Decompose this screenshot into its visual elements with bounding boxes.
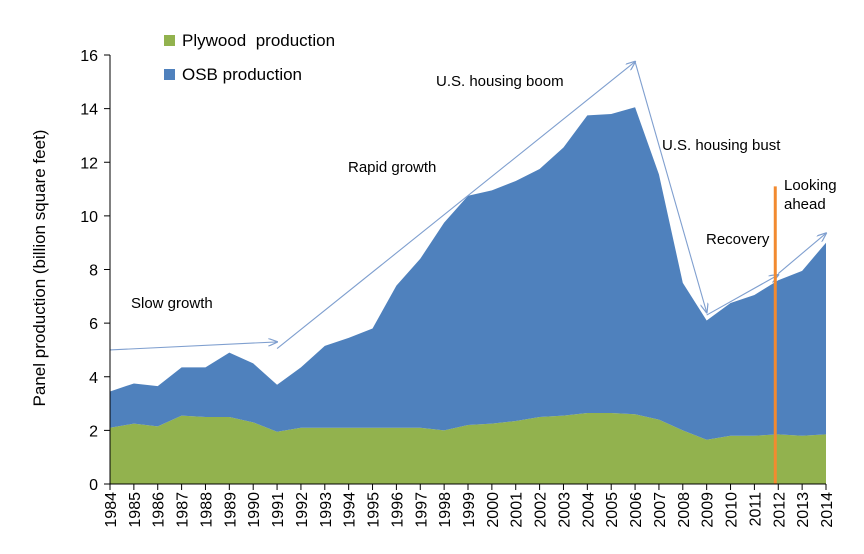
x-tick-label: 2013 [795,492,812,528]
area-osb [110,107,826,440]
legend-swatch-plywood [164,35,175,46]
plot-areas [110,107,826,484]
annotation-ahead-line-2: ahead [784,196,826,213]
annotation-bust: U.S. housing bust [662,137,781,154]
x-tick-label: 2012 [771,492,788,528]
x-tick-label: 2007 [652,492,669,528]
x-tick-label: 2010 [724,492,741,528]
y-tick-label: 12 [80,155,98,172]
legend-label-plywood: Plywood production [182,31,335,50]
x-tick-label: 1997 [413,492,430,528]
trend-arrow-5 [777,233,826,274]
x-tick-label: 2003 [556,492,573,528]
y-tick-label: 16 [80,48,98,65]
trend-arrow-4 [706,275,779,316]
trend-arrow-3 [634,61,707,313]
y-axis-title: Panel production (billion square feet) [30,130,49,407]
x-tick-label: 1993 [318,492,335,528]
annotation-rapid: Rapid growth [348,159,436,176]
x-tick-label: 2008 [676,492,693,528]
trend-arrows [109,61,826,351]
legend-swatch-osb [164,69,175,80]
annotations: Slow growth Rapid growth U.S. housing boom… [131,73,837,312]
x-tick-label: 2014 [819,492,836,528]
x-tick-label: 1996 [389,492,406,528]
y-tick-label: 10 [80,209,98,226]
y-tick-label: 14 [80,102,98,119]
legend: Plywood production OSB production [164,31,335,84]
annotation-recovery: Recovery [706,231,770,248]
x-tick-label: 1990 [246,492,263,528]
x-tick-label: 2011 [747,492,764,527]
axes: 0 2 4 6 8 10 12 14 16 1984 1985 1986 1987 1988 1989 199… [80,48,836,528]
area-plywood [110,412,826,484]
y-tick-label: 0 [89,477,98,494]
trend-arrow-2 [276,62,635,350]
annotation-ahead-line-1: Looking [784,177,837,194]
x-tick-label: 1992 [294,492,311,528]
y-tick-label: 2 [89,423,98,440]
x-tick-label: 2001 [509,492,526,528]
x-tick-label: 2009 [700,492,717,528]
x-tick-label: 1998 [437,492,454,528]
x-tick-label: 2006 [628,492,645,528]
x-tick-label: 1995 [366,492,383,528]
annotation-slow: Slow growth [131,295,213,312]
annotation-boom: U.S. housing boom [436,73,564,90]
y-tick-label: 8 [89,263,98,280]
y-tick-label: 6 [89,316,98,333]
x-tick-label: 2004 [580,492,597,528]
x-tick-label: 1991 [270,492,287,528]
x-tick-label: 1986 [151,492,168,528]
x-tick-label: 2005 [604,492,621,528]
x-tick-label: 1984 [103,492,120,528]
x-tick-label: 1988 [198,492,215,528]
x-tick-label: 1989 [222,492,239,528]
legend-label-osb: OSB production [182,65,302,84]
x-tick-label: 1994 [342,492,359,528]
x-tick-label: 2002 [533,492,550,528]
y-tick-label: 4 [89,370,98,387]
x-tick-label: 1999 [461,492,478,528]
x-tick-label: 1985 [127,492,144,528]
x-tick-label: 2000 [485,492,502,528]
x-tick-label: 1987 [175,492,192,528]
trend-arrow-1 [109,342,277,351]
